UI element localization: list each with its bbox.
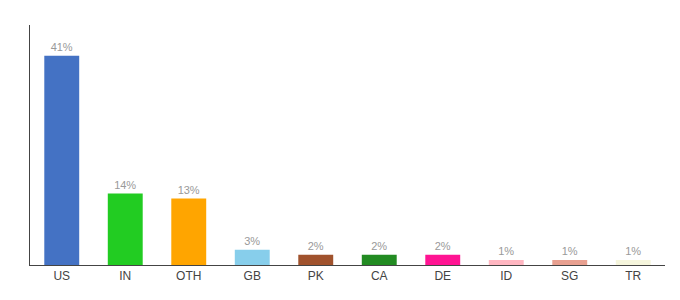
svg-text:1%: 1% — [562, 245, 578, 257]
svg-text:DE: DE — [434, 269, 451, 283]
svg-text:2%: 2% — [308, 240, 324, 252]
svg-text:ID: ID — [500, 269, 512, 283]
svg-text:SG: SG — [561, 269, 578, 283]
svg-text:PK: PK — [308, 269, 324, 283]
svg-text:2%: 2% — [371, 240, 387, 252]
svg-text:41%: 41% — [51, 41, 73, 53]
svg-text:CA: CA — [371, 269, 388, 283]
svg-text:1%: 1% — [498, 245, 514, 257]
svg-text:GB: GB — [244, 269, 261, 283]
svg-text:US: US — [53, 269, 70, 283]
svg-text:3%: 3% — [244, 235, 260, 247]
svg-text:1%: 1% — [625, 245, 641, 257]
svg-text:13%: 13% — [178, 184, 200, 196]
svg-text:OTH: OTH — [176, 269, 201, 283]
svg-text:TR: TR — [625, 269, 641, 283]
svg-text:14%: 14% — [114, 179, 136, 191]
svg-text:IN: IN — [119, 269, 131, 283]
svg-text:2%: 2% — [435, 240, 451, 252]
